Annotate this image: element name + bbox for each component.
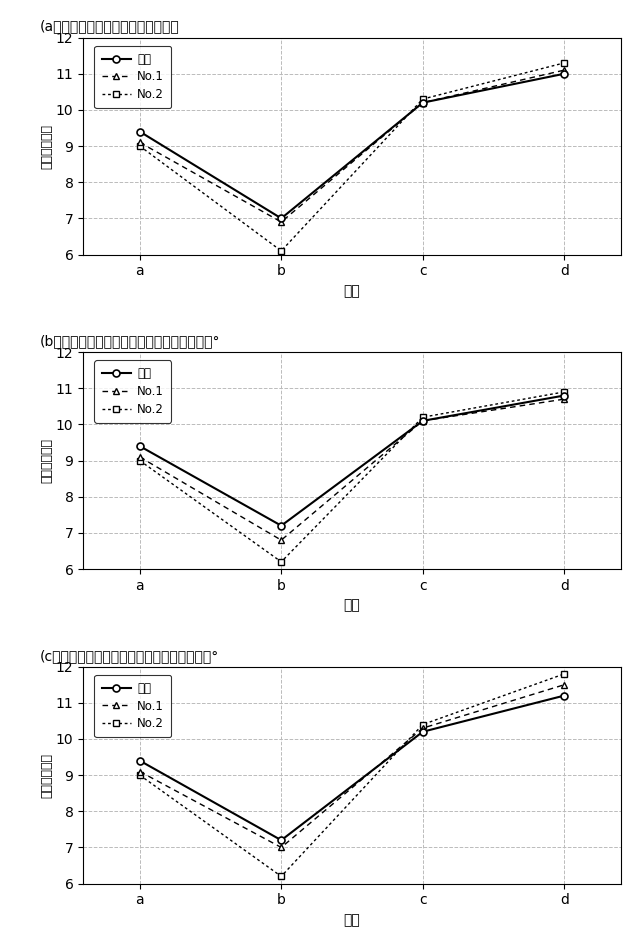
Line: 実験: 実験: [136, 70, 568, 222]
No.2: [277, 870, 285, 882]
実験: [277, 835, 285, 846]
No.2: [561, 386, 568, 398]
No.2: [136, 455, 143, 466]
Text: (c）円周方向の測定位置が圧延方向から９０°: (c）円周方向の測定位置が圧延方向から９０°: [40, 649, 220, 663]
No.2: [136, 140, 143, 151]
Y-axis label: 板厚（ｍｍ）: 板厚（ｍｍ）: [40, 753, 53, 798]
No.1: [419, 723, 427, 734]
実験: [136, 755, 143, 766]
No.2: [419, 719, 427, 730]
No.2: [419, 412, 427, 423]
実験: [277, 212, 285, 224]
No.1: [561, 394, 568, 405]
Text: (a）円周方向の測定位置が圧延方向: (a）円周方向の測定位置が圧延方向: [40, 20, 180, 34]
No.2: [136, 770, 143, 781]
Line: No.2: No.2: [136, 670, 568, 880]
Line: No.1: No.1: [136, 396, 568, 543]
Legend: 実験, No.1, No.2: 実験, No.1, No.2: [95, 46, 171, 108]
No.1: [136, 137, 143, 149]
No.1: [419, 415, 427, 427]
No.2: [277, 556, 285, 568]
Y-axis label: 板厚（ｍｍ）: 板厚（ｍｍ）: [40, 123, 53, 168]
No.1: [277, 216, 285, 227]
No.1: [419, 97, 427, 108]
Line: No.1: No.1: [136, 67, 568, 226]
実験: [561, 390, 568, 401]
実験: [419, 415, 427, 427]
実験: [561, 690, 568, 701]
実験: [419, 97, 427, 108]
No.1: [277, 535, 285, 546]
No.2: [419, 93, 427, 104]
No.1: [136, 451, 143, 462]
No.1: [561, 679, 568, 690]
X-axis label: 位置: 位置: [344, 284, 360, 298]
Line: No.2: No.2: [136, 388, 568, 565]
Line: No.2: No.2: [136, 59, 568, 255]
No.1: [277, 842, 285, 854]
実験: [136, 126, 143, 137]
No.2: [277, 245, 285, 257]
Line: 実験: 実験: [136, 692, 568, 844]
実験: [277, 520, 285, 531]
No.2: [561, 668, 568, 680]
Text: (b）円周方向の測定位置が圧延方向から４５°: (b）円周方向の測定位置が圧延方向から４５°: [40, 335, 221, 348]
Line: No.1: No.1: [136, 682, 568, 851]
Line: 実験: 実験: [136, 392, 568, 529]
No.1: [561, 65, 568, 76]
Legend: 実験, No.1, No.2: 実験, No.1, No.2: [95, 360, 171, 423]
No.1: [136, 766, 143, 777]
X-axis label: 位置: 位置: [344, 599, 360, 612]
Y-axis label: 板厚（ｍｍ）: 板厚（ｍｍ）: [40, 438, 53, 483]
実験: [419, 726, 427, 737]
No.2: [561, 57, 568, 69]
実験: [561, 68, 568, 79]
Legend: 実験, No.1, No.2: 実験, No.1, No.2: [95, 675, 171, 737]
X-axis label: 位置: 位置: [344, 913, 360, 927]
実験: [136, 441, 143, 452]
